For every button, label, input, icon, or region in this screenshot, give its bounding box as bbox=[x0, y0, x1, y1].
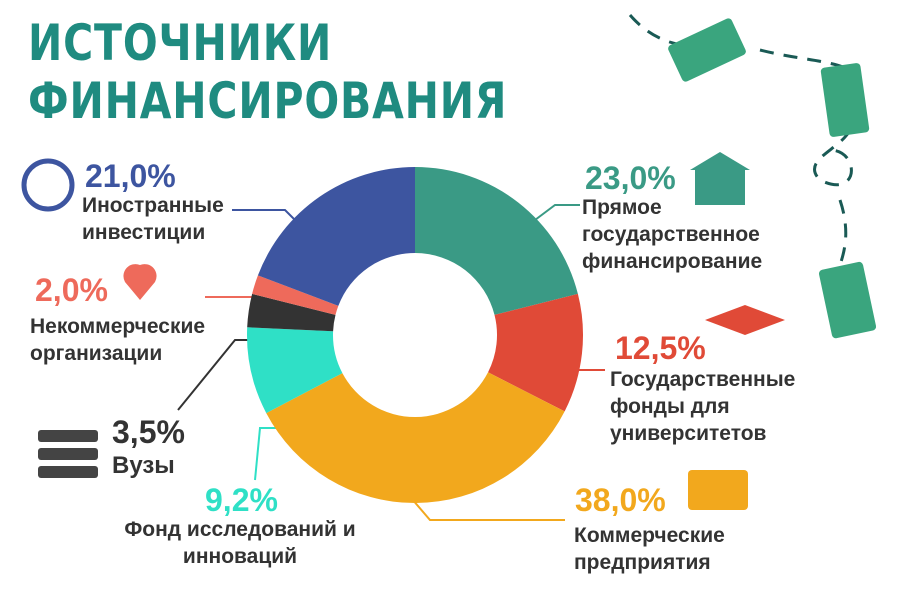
slice bbox=[266, 372, 565, 504]
value-label: 9,2% bbox=[205, 482, 278, 518]
value-label: 2,0% bbox=[35, 272, 108, 308]
leader-line bbox=[232, 209, 301, 226]
slice bbox=[257, 167, 415, 306]
slice bbox=[252, 275, 339, 315]
icons bbox=[21, 152, 785, 510]
leader-line bbox=[534, 204, 580, 221]
leader-line bbox=[254, 427, 280, 481]
category-label: Вузы bbox=[112, 452, 175, 479]
value-label: 12,5% bbox=[615, 330, 706, 366]
value-label: 21,0% bbox=[85, 158, 176, 194]
donut-hole bbox=[335, 255, 495, 415]
value-label: 23,0% bbox=[585, 160, 676, 196]
slice bbox=[415, 167, 578, 315]
money-icons bbox=[668, 18, 877, 339]
value-label: 38,0% bbox=[575, 482, 666, 518]
slice bbox=[247, 327, 343, 414]
slice bbox=[488, 293, 583, 412]
slice bbox=[247, 293, 336, 332]
category-label: Коммерческие предприятия bbox=[574, 524, 725, 574]
title: ИСТОЧНИКИ ФИНАНСИРОВАНИЯ bbox=[28, 14, 508, 130]
category-label: Государственные фонды для университетов bbox=[610, 368, 796, 445]
value-label: 3,5% bbox=[112, 414, 185, 450]
category-label: Прямое государственное финансирование bbox=[582, 196, 763, 273]
category-label: Иностранные инвестиции bbox=[82, 194, 224, 244]
leader-line bbox=[177, 339, 250, 411]
category-label: Некоммерческие организации bbox=[30, 315, 206, 365]
category-label: Фонд исследований и инноваций bbox=[124, 518, 356, 568]
